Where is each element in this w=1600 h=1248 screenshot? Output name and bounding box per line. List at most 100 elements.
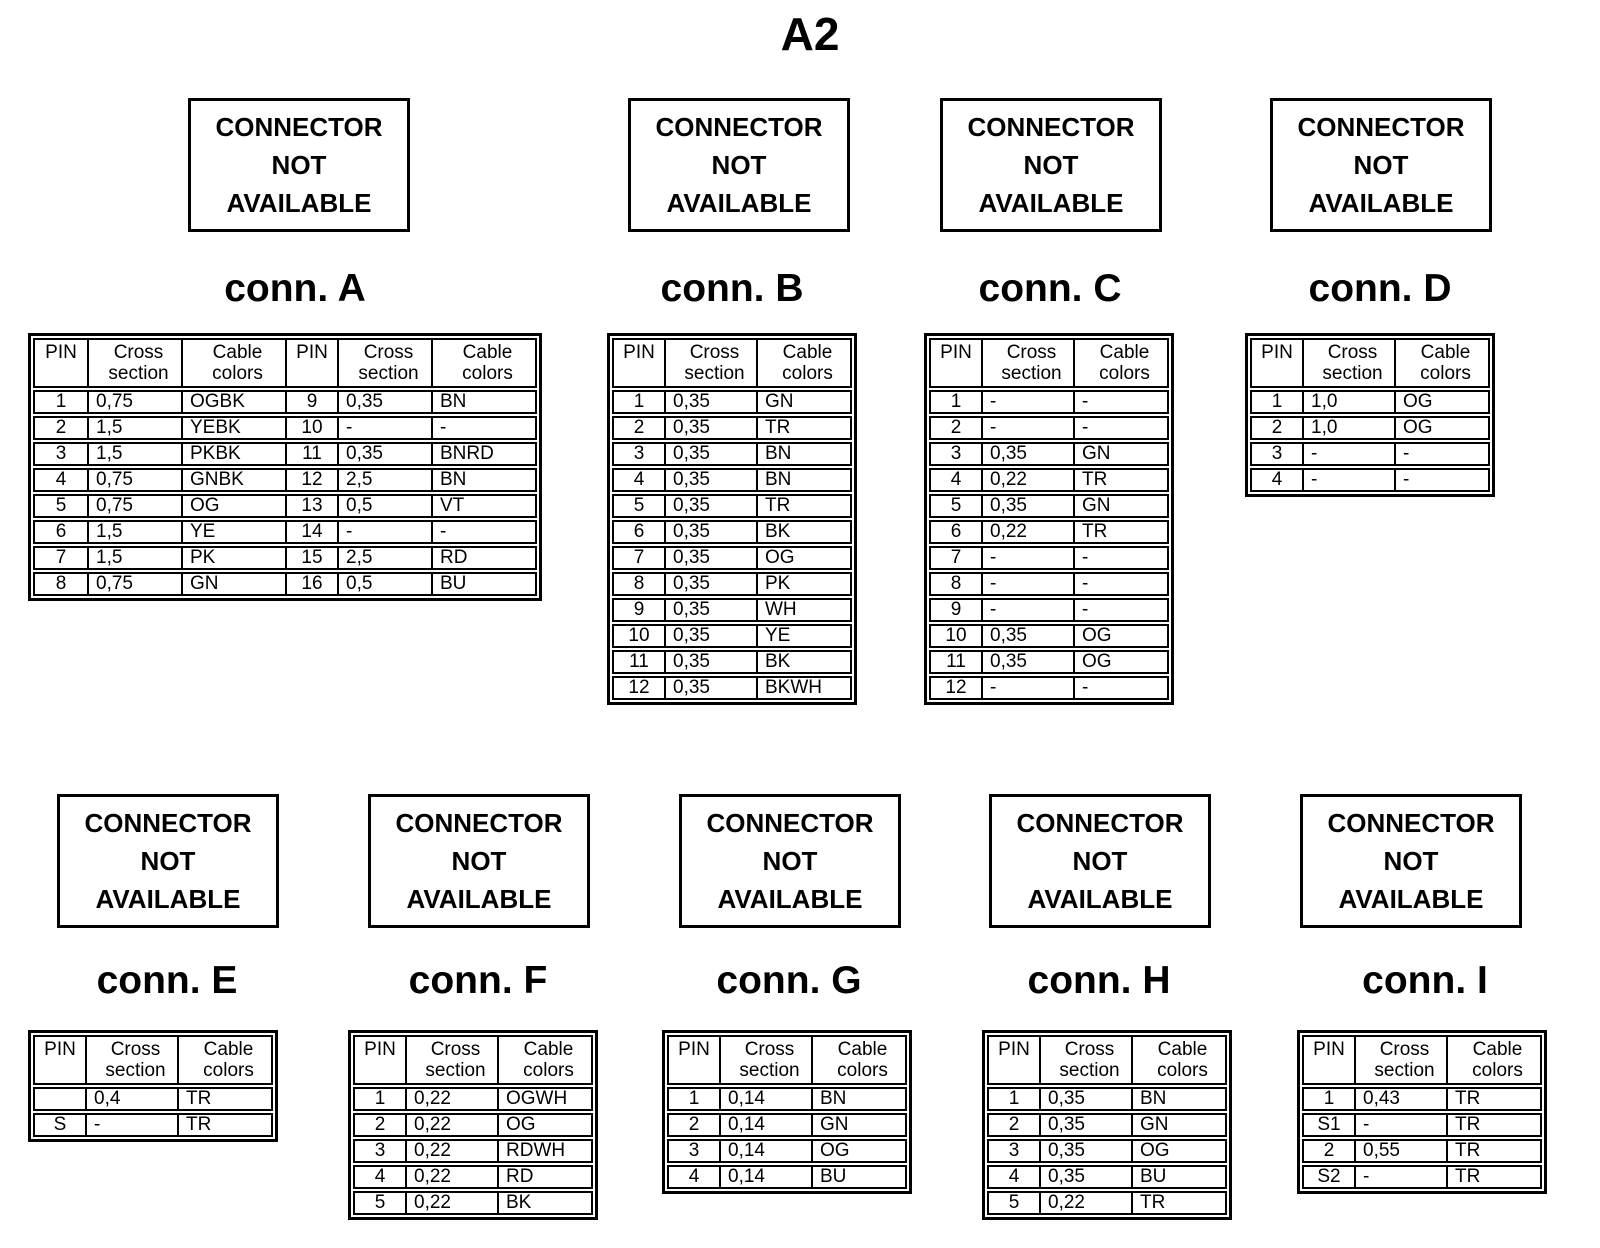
cross-section-cell: 1,0	[1302, 418, 1394, 438]
header-line: Cross	[430, 1039, 481, 1060]
connector-not-available-box-c: CONNECTOR NOT AVAILABLE	[940, 98, 1162, 232]
table-row: 2 0,35 GN	[987, 1113, 1227, 1137]
pin-cell: 1	[1271, 392, 1283, 412]
cable-colors-header-cell: Cable colors	[811, 1037, 905, 1083]
na-box-line: CONNECTOR	[84, 808, 252, 838]
table-row: 4 0,35 BN	[612, 468, 852, 492]
cross-section-cell: -	[1302, 470, 1394, 490]
cable-colors-cell: OG	[1394, 392, 1488, 412]
cable-colors-cell: OGBK	[181, 392, 285, 412]
cross-section-cell: -	[981, 392, 1073, 412]
cable-colors-cell: GN	[1073, 496, 1167, 516]
table-row: 5 0,35 GN	[929, 494, 1169, 518]
cable-colors-cell: OG	[1131, 1141, 1225, 1161]
pin-cell: 3	[950, 444, 962, 464]
table-row: 9--	[929, 598, 1169, 622]
table-row: 0,4 TR	[33, 1087, 273, 1111]
table-row: 1 0,35 GN	[612, 390, 852, 414]
pin-cell: 3	[55, 444, 67, 464]
header-line: Cable	[1472, 1039, 1523, 1060]
cross-section-cell: 0,14	[719, 1167, 811, 1187]
cross-section-cell: 0,35	[664, 626, 756, 646]
connector-label-g: conn. G	[716, 959, 862, 1002]
cross-section-header-cell: Cross section	[337, 340, 431, 386]
pin-cell: 3	[1008, 1141, 1020, 1161]
cross-section-cell: 0,35	[337, 444, 431, 464]
connector-label-f: conn. F	[408, 959, 548, 1002]
header-line: section	[1374, 1060, 1435, 1081]
pin-table-f: PIN Cross section Cable colors 1 0,22 OGWH 2 0,22…	[348, 1030, 598, 1220]
table-row: 5 0,75 OG 13 0,5 VT	[33, 494, 537, 518]
cable-colors-cell: BN	[756, 444, 850, 464]
cable-colors-cell: TR	[177, 1115, 271, 1135]
cable-colors-cell: PK	[181, 548, 285, 568]
cross-section-cell: 2,5	[337, 470, 431, 490]
cable-colors-cell: TR	[1073, 470, 1167, 490]
table-row: 4 0,14 BU	[667, 1165, 907, 1189]
header-line: section	[739, 1060, 800, 1081]
na-box-line: CONNECTOR	[706, 808, 874, 838]
na-box-line: AVAILABLE	[95, 884, 241, 914]
pin-cell: 5	[374, 1193, 386, 1213]
pin-cell: 2	[1323, 1141, 1335, 1161]
cable-colors-cell: TR	[177, 1089, 271, 1109]
table-row: 5 0,35 TR	[612, 494, 852, 518]
cable-colors-cell: OG	[1073, 626, 1167, 646]
cable-colors-cell: BK	[756, 522, 850, 542]
pin-cell: 16	[285, 574, 337, 594]
cross-section-header-cell: Cross section	[981, 340, 1073, 386]
cable-colors-cell: -	[1073, 392, 1167, 412]
header-line: Cable	[212, 342, 263, 363]
table-header-row: PIN Cross section Cable colors	[1302, 1035, 1542, 1085]
header-line: colors	[782, 363, 833, 384]
cable-colors-cell: -	[1073, 678, 1167, 698]
na-box-line: AVAILABLE	[226, 188, 372, 218]
cross-section-header-cell: Cross section	[87, 340, 181, 386]
pin-cell: 7	[55, 548, 67, 568]
cable-colors-cell: OG	[811, 1141, 905, 1161]
cross-section-cell: 2,5	[337, 548, 431, 568]
pin-cell: 14	[285, 522, 337, 542]
cable-colors-cell: TR	[1446, 1141, 1540, 1161]
table-row: 8 0,75 GN 16 0,5 BU	[33, 572, 537, 596]
table-header-row: PIN Cross section Cable colors PIN Cross sectio…	[33, 338, 537, 388]
cable-colors-cell: YE	[756, 626, 850, 646]
cable-colors-cell: BK	[756, 652, 850, 672]
cross-section-cell: -	[1354, 1115, 1446, 1135]
cross-section-cell: 0,35	[1039, 1167, 1131, 1187]
pin-cell: S1	[1317, 1115, 1341, 1135]
cable-colors-cell: GN	[1073, 444, 1167, 464]
pin-cell: 3	[688, 1141, 700, 1161]
header-line: Cross	[363, 342, 414, 363]
connector-label-i: conn. I	[1362, 959, 1488, 1002]
cross-section-cell: 0,35	[981, 496, 1073, 516]
cross-section-header-cell: Cross section	[664, 340, 756, 386]
cross-section-cell: 0,55	[1354, 1141, 1446, 1161]
cable-colors-cell: RD	[431, 548, 535, 568]
connector-not-available-box-g: CONNECTOR NOT AVAILABLE	[679, 794, 901, 928]
cable-colors-cell: BN	[756, 470, 850, 490]
table-header-row: PIN Cross section Cable colors	[353, 1035, 593, 1085]
pin-cell: 3	[1271, 444, 1283, 464]
pin-cell: 13	[285, 496, 337, 516]
cross-section-cell: 0,14	[719, 1089, 811, 1109]
na-box-line: AVAILABLE	[717, 884, 863, 914]
cable-colors-header-cell: Cable colors	[1446, 1037, 1540, 1083]
pin-cell: 2	[688, 1115, 700, 1135]
connector-label-b: conn. B	[660, 267, 804, 310]
na-box-line: NOT	[1072, 846, 1128, 876]
cable-colors-cell: OG	[497, 1115, 591, 1135]
na-box-line: CONNECTOR	[1016, 808, 1184, 838]
pin-cell: 8	[950, 574, 962, 594]
cross-section-cell: -	[981, 678, 1073, 698]
connector-not-available-box-e: CONNECTOR NOT AVAILABLE	[57, 794, 279, 928]
table-row: 7 1,5 PK 15 2,5 RD	[33, 546, 537, 570]
cable-colors-cell: YE	[181, 522, 285, 542]
pin-cell: 2	[1008, 1115, 1020, 1135]
pin-cell: 9	[285, 392, 337, 412]
header-line: Cross	[113, 342, 164, 363]
pin-header-cell: PIN	[285, 340, 337, 386]
cable-colors-cell: WH	[756, 600, 850, 620]
cross-section-cell: -	[337, 418, 431, 438]
header-line: Cable	[203, 1039, 254, 1060]
